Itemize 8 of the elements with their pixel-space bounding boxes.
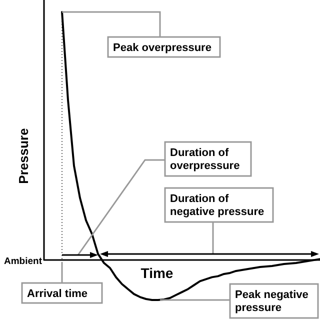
text: Ambient <box>4 256 43 267</box>
annotation: Arrival time <box>27 288 88 300</box>
annotation: Duration of overpressure <box>170 147 240 172</box>
annotation: Peak negative pressure <box>235 289 308 314</box>
x-axis-title: Time <box>140 265 174 281</box>
annotation: Peak overpressure <box>113 42 212 54</box>
y-axis-title: Pressure <box>16 128 31 184</box>
annotation: Duration of negative pressure <box>170 193 264 218</box>
